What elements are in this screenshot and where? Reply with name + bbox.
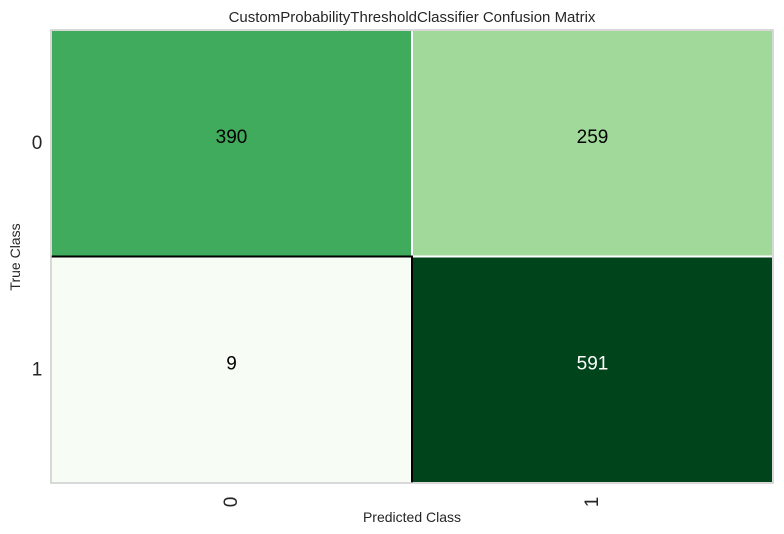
y-tick-label: 1 — [32, 359, 43, 380]
y-axis-label: True Class — [7, 223, 23, 290]
chart-title: CustomProbabilityThresholdClassifier Con… — [229, 9, 596, 26]
y-tick-labels: 01 — [32, 133, 43, 381]
plot-frame — [50, 29, 774, 484]
x-tick-label: 0 — [221, 497, 242, 508]
heatmap-cell-0-0 — [50, 29, 413, 258]
cell-value-1-0: 9 — [226, 353, 237, 374]
cell-value-1-1: 591 — [577, 353, 609, 374]
x-tick-label: 1 — [582, 497, 603, 508]
x-axis-label: Predicted Class — [363, 509, 461, 525]
heatmap-cell-1-0 — [50, 255, 413, 484]
heatmap-cell-1-1 — [411, 255, 774, 484]
cell-value-0-1: 259 — [577, 127, 609, 148]
heatmap-cells: 390 259 9 591 — [50, 29, 774, 484]
y-tick-label: 0 — [32, 133, 43, 154]
highlight-divider — [51, 255, 413, 483]
cell-value-0-0: 390 — [216, 127, 248, 148]
